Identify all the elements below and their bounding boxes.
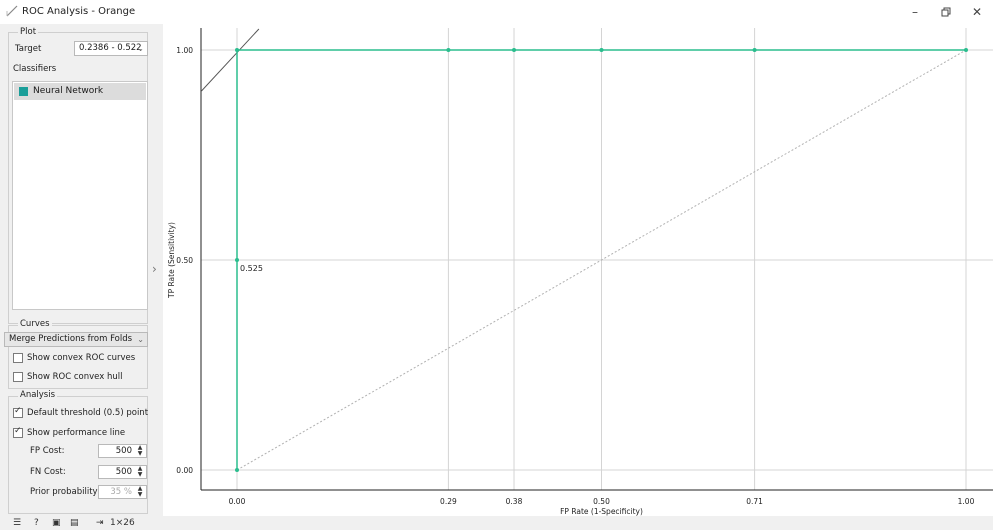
- fp-cost-value: 500: [115, 446, 132, 456]
- y-tick-label: 0.50: [176, 256, 193, 265]
- curves-group: [8, 325, 148, 389]
- show-performance-line-label[interactable]: Show performance line: [27, 428, 126, 438]
- orange-widget-icon: [6, 5, 18, 17]
- collapse-panel-icon[interactable]: ›: [152, 262, 157, 276]
- prior-probability-label: Prior probability:: [30, 487, 100, 497]
- roc-point: [235, 48, 239, 52]
- plot-area[interactable]: 0.00 0.29 0.38 0.50 0.71 1.00 0.00 0.50 1.00 FP R…: [163, 24, 993, 516]
- target-label: Target: [15, 44, 42, 54]
- classifiers-list[interactable]: Neural Network: [12, 81, 148, 310]
- roc-point: [512, 48, 517, 52]
- x-tick-label: 0.00: [229, 497, 246, 506]
- roc-point: [964, 48, 968, 52]
- analysis-group: [8, 396, 148, 514]
- roc-point: [752, 48, 757, 52]
- close-icon[interactable]: ✕: [971, 5, 983, 19]
- fp-cost-label: FP Cost:: [30, 446, 65, 456]
- control-panel: Plot Target 0.2386 - 0.522 ⌄ Classifiers…: [0, 24, 152, 516]
- performance-line: [201, 28, 260, 93]
- x-axis-label: FP Rate (1-Specificity): [560, 507, 643, 516]
- y-tick-label: 0.00: [176, 466, 193, 475]
- menu-icon[interactable]: ☰: [13, 518, 22, 528]
- diagonal-reference-line: [236, 49, 967, 471]
- analysis-group-title: Analysis: [18, 390, 58, 400]
- target-value: 0.2386 - 0.522: [79, 43, 142, 53]
- spin-arrows-icon[interactable]: ▲ ▼: [137, 465, 143, 478]
- show-performance-line-checkbox[interactable]: [13, 426, 23, 438]
- y-axis-label: TP Rate (Sensitivity): [167, 222, 176, 299]
- status-bar: ☰ ? ▣ ▤ ⇥ 1×26: [0, 516, 993, 530]
- x-tick-label: 1.00: [958, 497, 975, 506]
- fn-cost-value: 500: [115, 467, 132, 477]
- save-image-icon[interactable]: ▣: [52, 518, 61, 528]
- merge-combo[interactable]: Merge Predictions from Folds ⌄: [4, 332, 148, 347]
- fn-cost-label: FN Cost:: [30, 467, 66, 477]
- show-convex-hull-label[interactable]: Show ROC convex hull: [27, 372, 123, 382]
- prior-probability-value: 35 %: [110, 487, 132, 497]
- default-threshold-label[interactable]: Default threshold (0.5) point: [27, 408, 149, 418]
- roc-point: [235, 258, 239, 262]
- show-convex-roc-label[interactable]: Show convex ROC curves: [27, 353, 136, 363]
- roc-chart[interactable]: 0.00 0.29 0.38 0.50 0.71 1.00 0.00 0.50 1.00 FP R…: [163, 24, 993, 516]
- roc-point: [446, 48, 451, 52]
- x-tick-label: 0.50: [593, 497, 610, 506]
- help-icon[interactable]: ?: [34, 518, 39, 528]
- minimize-icon[interactable]: –: [912, 5, 918, 19]
- title-bar: ROC Analysis - Orange – ✕: [0, 0, 993, 24]
- restore-icon[interactable]: [931, 2, 961, 22]
- roc-point: [599, 48, 604, 52]
- color-swatch: [19, 87, 28, 96]
- show-convex-roc-checkbox[interactable]: [13, 353, 23, 363]
- x-tick-label: 0.38: [506, 497, 523, 506]
- window-title: ROC Analysis - Orange: [22, 6, 136, 17]
- default-threshold-checkbox[interactable]: [13, 406, 23, 418]
- prior-probability-spinbox[interactable]: 35 % ▲ ▼: [98, 485, 147, 499]
- spin-arrows-icon[interactable]: ▲ ▼: [137, 444, 143, 457]
- target-combo[interactable]: 0.2386 - 0.522 ⌄: [74, 41, 148, 56]
- roc-point: [235, 468, 239, 472]
- y-tick-label: 1.00: [176, 46, 193, 55]
- fp-cost-spinbox[interactable]: 500 ▲ ▼: [98, 444, 147, 458]
- classifier-name: Neural Network: [33, 86, 104, 96]
- spin-arrows-icon[interactable]: ▲ ▼: [137, 485, 143, 498]
- input-output-icon[interactable]: ⇥: [96, 518, 104, 528]
- x-tick-label: 0.71: [746, 497, 763, 506]
- classifiers-label: Classifiers: [13, 64, 57, 74]
- merge-value: Merge Predictions from Folds: [9, 334, 133, 344]
- list-item-neural-network[interactable]: Neural Network: [14, 83, 146, 100]
- data-info: 1×26: [110, 518, 135, 528]
- show-convex-hull-checkbox[interactable]: [13, 372, 23, 382]
- x-tick-label: 0.29: [440, 497, 457, 506]
- curves-group-title: Curves: [18, 319, 52, 329]
- plot-group-title: Plot: [18, 27, 39, 37]
- roc-curve: [236, 49, 966, 470]
- fn-cost-spinbox[interactable]: 500 ▲ ▼: [98, 465, 147, 479]
- threshold-annotation: 0.525: [240, 264, 263, 273]
- report-icon[interactable]: ▤: [70, 518, 79, 528]
- chevron-down-icon: ⌄: [137, 44, 144, 53]
- chevron-down-icon: ⌄: [137, 335, 144, 344]
